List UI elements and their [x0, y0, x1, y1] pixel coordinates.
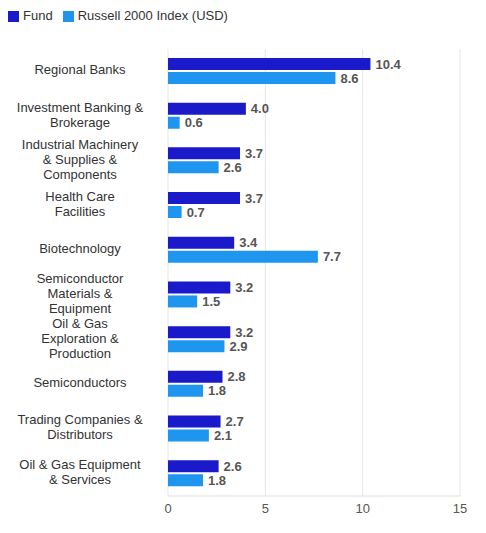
svg-text:2.8: 2.8 — [228, 369, 246, 384]
svg-text:2.1: 2.1 — [214, 428, 232, 443]
svg-text:0: 0 — [164, 501, 171, 516]
svg-text:3.7: 3.7 — [245, 146, 263, 161]
svg-text:3.4: 3.4 — [239, 235, 258, 250]
svg-text:3.7: 3.7 — [245, 191, 263, 206]
svg-text:0.6: 0.6 — [185, 115, 203, 130]
svg-text:Oil & GasExploration &Producti: Oil & GasExploration &Production — [41, 316, 119, 361]
svg-text:Oil & Gas Equipment& Services: Oil & Gas Equipment& Services — [19, 458, 141, 488]
svg-text:2.6: 2.6 — [224, 160, 242, 175]
svg-text:Trading Companies &Distributor: Trading Companies &Distributors — [17, 413, 143, 443]
svg-text:15: 15 — [453, 501, 467, 516]
svg-text:4.0: 4.0 — [251, 101, 269, 116]
svg-text:2.7: 2.7 — [226, 414, 244, 429]
svg-text:0.7: 0.7 — [187, 205, 205, 220]
svg-text:Regional Banks: Regional Banks — [34, 63, 126, 78]
svg-text:1.8: 1.8 — [208, 383, 226, 398]
svg-text:1.8: 1.8 — [208, 473, 226, 488]
svg-text:SemiconductorMaterials &Equipm: SemiconductorMaterials &Equipment — [37, 271, 124, 316]
svg-text:2.6: 2.6 — [224, 459, 242, 474]
svg-text:Health CareFacilities: Health CareFacilities — [45, 189, 114, 219]
svg-text:5: 5 — [262, 501, 269, 516]
html-text:Fund: Fund — [23, 8, 53, 23]
svg-text:3.2: 3.2 — [235, 325, 253, 340]
svg-text:10: 10 — [355, 501, 369, 516]
svg-text:Investment Banking &Brokerage: Investment Banking &Brokerage — [17, 100, 144, 130]
svg-text:7.7: 7.7 — [323, 249, 341, 264]
svg-text:Biotechnology: Biotechnology — [39, 242, 121, 257]
svg-text:10.4: 10.4 — [375, 57, 401, 72]
svg-text:Industrial Machinery& Supplies: Industrial Machinery& Supplies &Componen… — [22, 137, 139, 182]
html-text:Russell 2000 Index (USD): Russell 2000 Index (USD) — [77, 8, 228, 23]
svg-text:3.2: 3.2 — [235, 280, 253, 295]
svg-text:Semiconductors: Semiconductors — [33, 376, 127, 391]
svg-text:2.9: 2.9 — [229, 339, 247, 354]
svg-text:8.6: 8.6 — [340, 71, 358, 86]
svg-text:1.5: 1.5 — [202, 294, 220, 309]
